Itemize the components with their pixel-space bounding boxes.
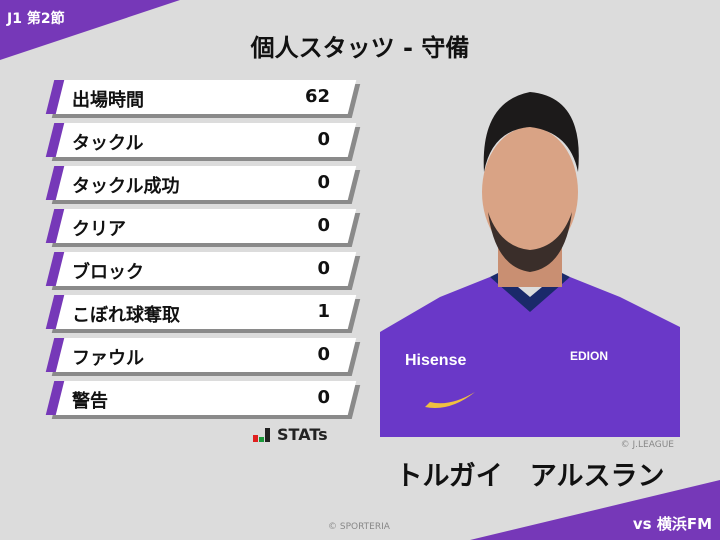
stat-row: タックル 0 bbox=[45, 123, 361, 161]
stat-value: 62 bbox=[304, 86, 330, 107]
stat-value: 0 bbox=[317, 129, 330, 150]
stat-row: タックル成功 0 bbox=[45, 166, 361, 204]
stat-value: 0 bbox=[317, 387, 330, 408]
stat-value: 1 bbox=[317, 301, 330, 322]
svg-text:EDION: EDION bbox=[570, 349, 608, 363]
stat-value: 0 bbox=[317, 344, 330, 365]
stat-label: タックル bbox=[72, 133, 144, 154]
stat-label: 警告 bbox=[72, 391, 108, 412]
page-title: 個人スタッツ - 守備 bbox=[250, 34, 470, 62]
stat-value: 0 bbox=[317, 172, 330, 193]
stat-row: ファウル 0 bbox=[45, 338, 361, 376]
stat-row: 警告 0 bbox=[45, 381, 361, 419]
stats-logo: STATs bbox=[253, 425, 328, 444]
bar-chart-icon bbox=[253, 427, 270, 442]
stat-row: ブロック 0 bbox=[45, 252, 361, 290]
opponent-label: vs 横浜FM bbox=[632, 515, 712, 533]
stat-label: ブロック bbox=[72, 262, 144, 283]
stat-label: ファウル bbox=[72, 348, 144, 369]
stat-value: 0 bbox=[317, 215, 330, 236]
player-name: トルガイ アルスラン bbox=[395, 461, 665, 492]
svg-text:Hisense: Hisense bbox=[405, 352, 466, 369]
round-label: J1 第2節 bbox=[7, 11, 65, 27]
stat-row: 出場時間 62 bbox=[45, 80, 361, 118]
stats-logo-text: STATs bbox=[277, 425, 328, 444]
stat-label: クリア bbox=[72, 219, 126, 240]
stat-row: クリア 0 bbox=[45, 209, 361, 247]
photo-credit: © J.LEAGUE bbox=[620, 440, 674, 450]
stat-label: タックル成功 bbox=[72, 176, 180, 197]
stat-row: こぼれ球奪取 1 bbox=[45, 295, 361, 333]
player-photo: Hisense EDION bbox=[380, 62, 680, 437]
stat-label: 出場時間 bbox=[72, 90, 144, 111]
footer-credit: © SPORTERIA bbox=[328, 522, 390, 532]
stat-value: 0 bbox=[317, 258, 330, 279]
stat-label: こぼれ球奪取 bbox=[72, 305, 180, 326]
